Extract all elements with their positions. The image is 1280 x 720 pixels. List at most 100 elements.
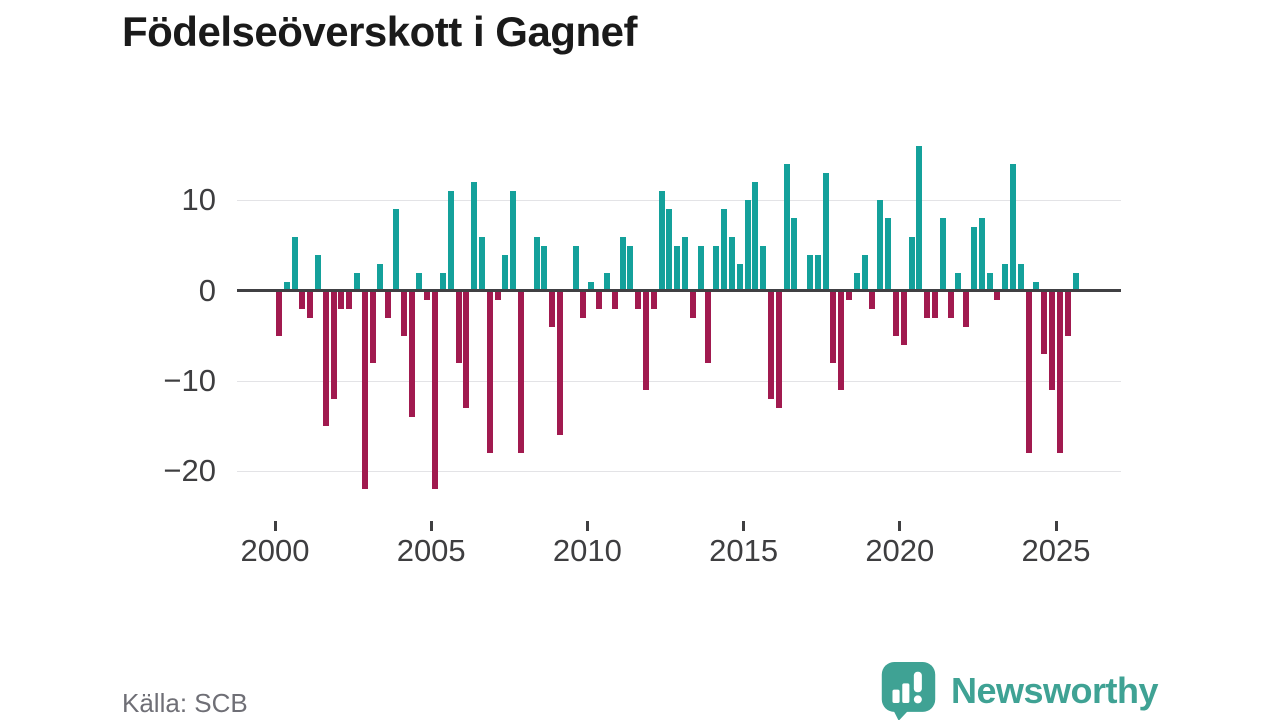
bar-2014-q2 <box>721 209 728 291</box>
bar-2011-q1 <box>619 236 626 291</box>
y-axis-label-0: 0 <box>198 272 216 308</box>
bar-2022-q1 <box>963 290 970 327</box>
bar-2003-q2 <box>377 263 384 291</box>
bar-2009-q3 <box>572 245 579 291</box>
x-axis-tick-2020 <box>898 521 902 531</box>
bar-2013-q2 <box>689 290 696 318</box>
bar-2011-q3 <box>635 290 642 309</box>
bar-2018-q4 <box>861 254 868 291</box>
x-axis-label-2025: 2025 <box>1021 533 1091 568</box>
bar-2001-q3 <box>322 290 329 427</box>
bar-2017-q4 <box>830 290 837 363</box>
x-axis-tick-2000 <box>273 521 277 531</box>
bar-2008-q2 <box>533 236 540 291</box>
bar-2010-q3 <box>603 272 610 291</box>
bar-2025-q1 <box>1056 290 1063 454</box>
chart-title: Födelseöverskott i Gagnef <box>122 8 637 55</box>
bar-2021-q2 <box>939 218 946 291</box>
bar-2004-q3 <box>416 272 423 291</box>
bar-2007-q3 <box>510 191 517 291</box>
bar-2009-q4 <box>580 290 587 318</box>
bar-2015-q4 <box>767 290 774 400</box>
bar-2020-q2 <box>908 236 915 291</box>
bar-2016-q2 <box>783 164 790 291</box>
bar-2024-q1 <box>1025 290 1032 454</box>
bar-2002-q1 <box>338 290 345 309</box>
bar-2024-q4 <box>1049 290 1056 391</box>
bar-2014-q3 <box>728 236 735 291</box>
bar-2013-q1 <box>682 236 689 291</box>
bar-2014-q4 <box>736 263 743 291</box>
bar-2002-q4 <box>361 290 368 490</box>
bar-2024-q3 <box>1041 290 1048 354</box>
x-axis-label-2005: 2005 <box>396 533 466 568</box>
bar-2005-q2 <box>439 272 446 291</box>
bar-2012-q3 <box>666 209 673 291</box>
bar-2019-q4 <box>892 290 899 336</box>
gridline--10 <box>237 380 1121 382</box>
bar-2000-q4 <box>299 290 306 309</box>
bar-2016-q3 <box>791 218 798 291</box>
source-label: Källa: SCB <box>122 688 248 718</box>
newsworthy-logo: Newsworthy <box>880 660 1159 720</box>
bar-2005-q4 <box>455 290 462 363</box>
bar-2004-q2 <box>408 290 415 418</box>
bar-2006-q4 <box>486 290 493 454</box>
x-axis-tick-2015 <box>742 521 746 531</box>
y-axis-label--20: −20 <box>163 453 216 489</box>
x-axis-label-2015: 2015 <box>709 533 779 568</box>
bar-2023-q2 <box>1002 263 1009 291</box>
bar-2021-q1 <box>931 290 938 318</box>
bar-2018-q3 <box>853 272 860 291</box>
bar-2003-q1 <box>369 290 376 363</box>
bar-2001-q2 <box>314 254 321 291</box>
bar-2000-q3 <box>291 236 298 291</box>
bar-2020-q1 <box>900 290 907 345</box>
x-axis-tick-2025 <box>1054 521 1058 531</box>
bar-2010-q1 <box>588 281 595 291</box>
bar-2008-q3 <box>541 245 548 291</box>
bar-2021-q3 <box>947 290 954 318</box>
gridline-10 <box>237 199 1121 201</box>
bar-2001-q4 <box>330 290 337 400</box>
bar-2021-q4 <box>955 272 962 291</box>
bar-2012-q1 <box>650 290 657 309</box>
bar-2013-q3 <box>697 245 704 291</box>
bar-2015-q3 <box>760 245 767 291</box>
bar-2017-q2 <box>814 254 821 291</box>
bar-2019-q3 <box>885 218 892 291</box>
bar-2002-q2 <box>346 290 353 309</box>
bar-2006-q1 <box>463 290 470 409</box>
bar-2004-q1 <box>400 290 407 336</box>
newsworthy-logo-icon <box>881 662 936 720</box>
bar-2025-q3 <box>1072 272 1079 291</box>
bar-2023-q3 <box>1010 164 1017 291</box>
bar-2006-q3 <box>478 236 485 291</box>
bar-2022-q3 <box>978 218 985 291</box>
bar-2004-q4 <box>424 290 431 300</box>
x-axis-tick-2010 <box>585 521 589 531</box>
y-axis-label--10: −10 <box>163 363 216 398</box>
bar-2010-q4 <box>611 290 618 309</box>
bar-2016-q1 <box>775 290 782 409</box>
bar-2000-q2 <box>283 281 290 291</box>
x-axis-label-2020: 2020 <box>865 533 935 568</box>
bar-2003-q4 <box>393 209 400 291</box>
y-axis-label-10: 10 <box>181 182 216 218</box>
bar-2024-q2 <box>1033 281 1040 291</box>
bar-2020-q3 <box>916 146 923 291</box>
bar-2006-q2 <box>471 182 478 291</box>
bar-2018-q2 <box>846 290 853 300</box>
bar-2000-q1 <box>275 290 282 336</box>
newsworthy-logo-text: Newsworthy <box>950 669 1159 711</box>
bar-2019-q1 <box>869 290 876 309</box>
bar-2008-q4 <box>549 290 556 327</box>
gridline--20 <box>237 470 1121 472</box>
bar-2001-q1 <box>307 290 314 318</box>
bar-2013-q4 <box>705 290 712 363</box>
bar-2002-q3 <box>354 272 360 291</box>
bar-2005-q1 <box>432 290 439 490</box>
bar-2014-q1 <box>713 245 720 291</box>
zero-axis-line <box>237 289 1121 293</box>
